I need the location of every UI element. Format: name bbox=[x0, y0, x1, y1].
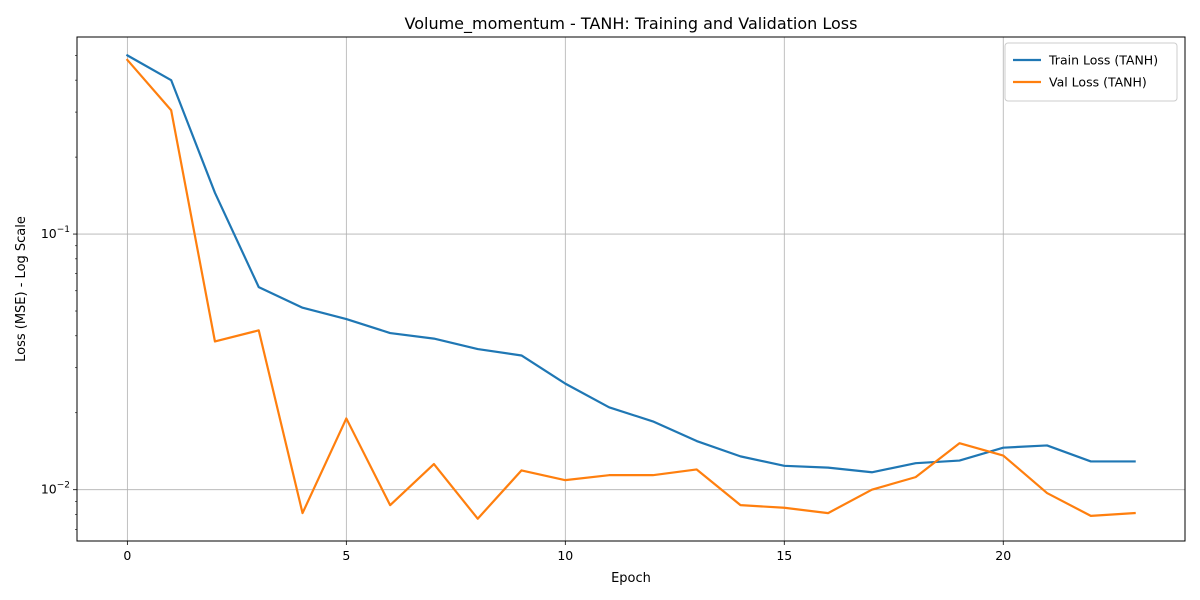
y-axis-label: Loss (MSE) - Log Scale bbox=[14, 216, 29, 362]
legend: Train Loss (TANH) Val Loss (TANH) bbox=[1004, 42, 1178, 102]
x-tick-label: 5 bbox=[342, 548, 350, 563]
y-tick-label: 10−2 bbox=[41, 481, 70, 497]
series-line-val-loss bbox=[125, 58, 1136, 520]
x-tick-label: 0 bbox=[123, 548, 131, 563]
x-tick-label: 15 bbox=[776, 548, 792, 563]
x-tick-label: 10 bbox=[557, 548, 573, 563]
series-line-train-loss bbox=[125, 53, 1136, 474]
legend-label: Train Loss (TANH) bbox=[1048, 53, 1158, 68]
x-tick-label: 20 bbox=[995, 548, 1011, 563]
y-tick-label: 10−1 bbox=[41, 225, 70, 241]
legend-label: Val Loss (TANH) bbox=[1049, 75, 1147, 90]
axis-ticks: 0 5 10 15 20 10−1 10−2 bbox=[41, 55, 1011, 563]
legend-box bbox=[1004, 42, 1178, 102]
x-axis-label: Epoch bbox=[611, 571, 651, 586]
grid-lines bbox=[77, 37, 1185, 541]
plot-area-frame bbox=[76, 36, 1186, 542]
chart-title: Volume_momentum - TANH: Training and Val… bbox=[405, 14, 858, 34]
series-lines bbox=[125, 53, 1136, 520]
